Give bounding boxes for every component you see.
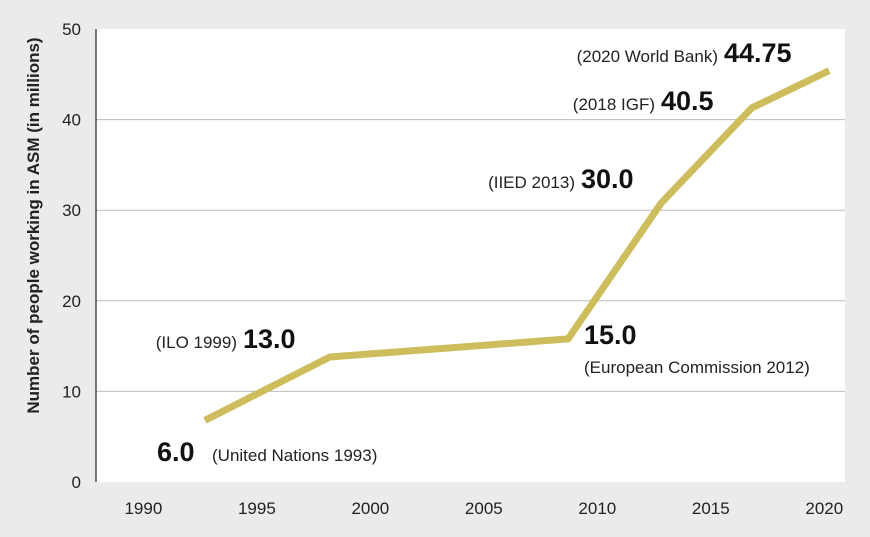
x-tick-label: 2020: [805, 499, 843, 518]
data-label-value-0: 6.0: [157, 437, 195, 467]
x-tick-label: 1995: [238, 499, 276, 518]
data-label-value-3: 30.0: [581, 164, 634, 194]
y-axis-title: Number of people working in ASM (in mill…: [24, 37, 43, 413]
y-tick-label: 30: [62, 201, 81, 220]
y-tick-label: 20: [62, 292, 81, 311]
data-label-source-4: (2018 IGF): [573, 95, 655, 114]
x-tick-label: 2000: [351, 499, 389, 518]
y-tick-label: 40: [62, 111, 81, 130]
x-tick-label: 2010: [578, 499, 616, 518]
x-tick-label: 2005: [465, 499, 503, 518]
y-tick-label: 50: [62, 20, 81, 39]
data-label-source-1: (ILO 1999): [156, 333, 237, 352]
x-tick-label: 1990: [124, 499, 162, 518]
data-label-source-5: (2020 World Bank): [577, 47, 718, 66]
y-tick-label: 10: [62, 382, 81, 401]
data-label-source-3: (IIED 2013): [488, 173, 575, 192]
data-label-source-2: (European Commission 2012): [584, 358, 810, 377]
data-label-value-4: 40.5: [661, 86, 714, 116]
y-tick-label: 0: [72, 473, 81, 492]
plot-area: [96, 29, 845, 482]
data-label-source-0: (United Nations 1993): [212, 446, 377, 465]
data-label-value-5: 44.75: [724, 38, 792, 68]
data-label-value-2: 15.0: [584, 320, 637, 350]
data-label-value-1: 13.0: [243, 324, 296, 354]
x-tick-label: 2015: [692, 499, 730, 518]
